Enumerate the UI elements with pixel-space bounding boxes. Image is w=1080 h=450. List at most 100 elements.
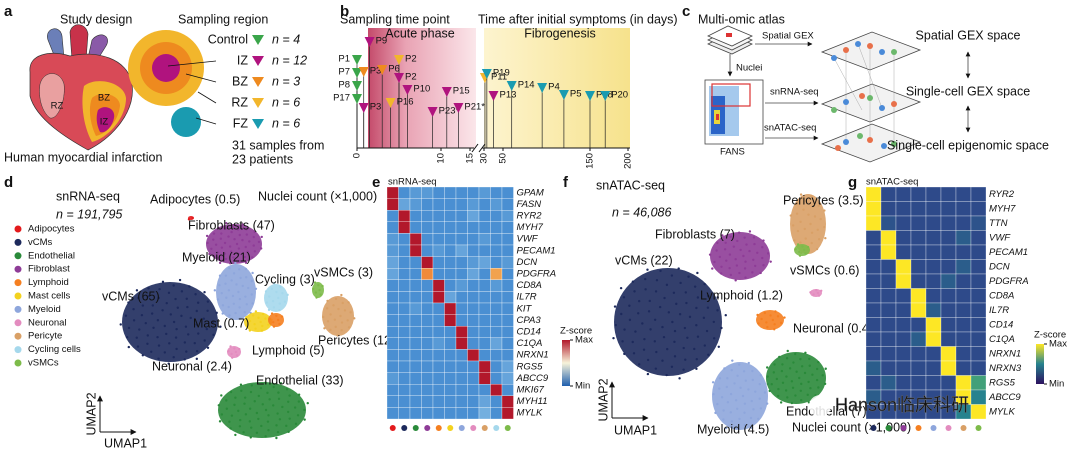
cluster-point [775, 377, 779, 381]
heatmap-cell [386, 395, 399, 408]
heatmap-cell [880, 244, 897, 260]
cluster-point [234, 311, 237, 315]
cluster-point [713, 260, 716, 264]
cluster-point [189, 316, 192, 320]
panel-label: g [848, 174, 857, 191]
x-tick-label: 200 [623, 153, 634, 169]
heatmap-cell [955, 302, 972, 318]
colorbar-title: Z-score [1034, 330, 1066, 341]
cluster-point [722, 409, 725, 412]
heatmap-cell [880, 375, 897, 391]
cluster-point [187, 218, 191, 221]
heatmap-cell [421, 326, 434, 338]
cluster-point [254, 310, 258, 313]
cluster-point [812, 293, 815, 296]
heatmap-cell [455, 407, 468, 420]
heatmap-cell [398, 256, 411, 269]
cluster-point [653, 318, 657, 321]
cluster-point [250, 426, 253, 429]
cluster-point [785, 375, 788, 378]
cluster-point [329, 313, 332, 316]
cluster-point [272, 306, 276, 309]
cluster-point [243, 311, 246, 314]
phase-label: Fibrogenesis [524, 26, 596, 40]
cluster-point [221, 312, 224, 315]
heatmap-cell [955, 317, 972, 333]
cluster-point [255, 411, 259, 415]
timepoint-marker [506, 81, 517, 91]
cluster-point [799, 193, 803, 196]
heatmap-cell [432, 326, 445, 338]
cluster-point [693, 347, 696, 351]
heatmap-cell [421, 337, 434, 350]
cluster-point [673, 329, 677, 333]
cluster-point [695, 367, 698, 371]
cluster-label: Nuclei count (×1,000) [792, 420, 911, 434]
cluster-point [228, 420, 231, 423]
heatmap-cell [970, 201, 987, 217]
heatmap-cell [432, 186, 445, 199]
heatmap-cell [895, 317, 912, 333]
cluster-point [225, 399, 228, 402]
heatmap-cell [940, 230, 957, 246]
panel-label: b [340, 3, 349, 20]
heatmap-cell [501, 210, 514, 222]
heatmap-cell [432, 337, 445, 350]
cluster-point [623, 328, 626, 331]
cluster-point [219, 325, 222, 328]
cluster-point [712, 393, 715, 396]
cluster-point [230, 279, 233, 282]
gene-label: IL7R [989, 305, 1009, 316]
heatmap-cell [444, 198, 457, 211]
cluster-point [261, 312, 265, 316]
cluster-point [241, 223, 244, 226]
heatmap-cell [386, 314, 399, 327]
heatmap-cell [925, 244, 942, 260]
heatmap-cell [467, 256, 480, 269]
cluster-point [268, 398, 271, 401]
region-n: n = 12 [272, 53, 307, 67]
heatmap-cell [865, 201, 882, 217]
heatmap-cell [398, 407, 411, 420]
heatmap-cell [409, 291, 422, 304]
timepoint-marker [352, 55, 362, 65]
heatmap-cell [432, 233, 445, 246]
cluster-point [157, 296, 160, 300]
cluster-point [765, 366, 769, 369]
cluster-point [243, 396, 247, 399]
marker-label: P11 [491, 72, 507, 83]
cluster-point [744, 276, 747, 279]
heatmap-cell [386, 221, 399, 234]
cluster-point [212, 232, 216, 235]
heatmap-cell [865, 375, 882, 391]
cluster-point [750, 426, 754, 430]
cluster-point [243, 402, 246, 405]
legend-swatch [14, 252, 22, 260]
cluster-point [315, 296, 318, 299]
cluster-point [760, 317, 763, 321]
heatmap-cell [398, 395, 411, 408]
cluster-point [141, 354, 145, 357]
cluster-point [275, 436, 278, 440]
heatmap-cell [501, 279, 514, 292]
cluster-point [216, 251, 219, 254]
cluster-point [124, 314, 128, 317]
cluster-point [322, 315, 325, 319]
heatmap-cell [478, 337, 491, 350]
x-tick-label: 150 [585, 153, 596, 169]
heatmap-cell [444, 360, 457, 373]
cluster-point [786, 349, 789, 353]
cluster-point [220, 246, 224, 249]
cluster-point [196, 301, 200, 304]
acute-phase-band [368, 28, 476, 148]
cluster-point [220, 291, 223, 295]
cluster-point [260, 235, 263, 239]
cluster-point [771, 318, 775, 322]
heatmap-cell [895, 288, 912, 304]
cluster-point [817, 238, 821, 241]
cluster-point [804, 199, 808, 203]
heatmap-cell [467, 210, 480, 222]
cluster-point [815, 378, 819, 382]
legend-label: Myeloid [28, 304, 61, 315]
heatmap-cell [444, 302, 457, 315]
